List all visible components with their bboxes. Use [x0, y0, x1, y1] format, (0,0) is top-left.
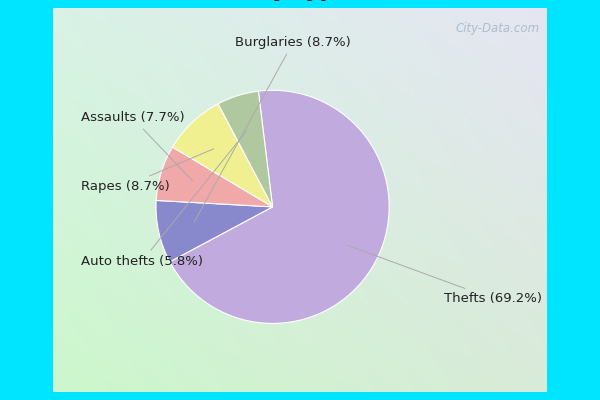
Wedge shape — [218, 91, 272, 207]
Text: Burglaries (8.7%): Burglaries (8.7%) — [194, 36, 351, 222]
Wedge shape — [172, 104, 272, 207]
Title: Crimes by type - 2016: Crimes by type - 2016 — [162, 0, 438, 1]
Text: Auto thefts (5.8%): Auto thefts (5.8%) — [80, 131, 247, 268]
Text: Thefts (69.2%): Thefts (69.2%) — [347, 246, 542, 305]
Wedge shape — [156, 200, 272, 262]
Text: City-Data.com: City-Data.com — [456, 22, 540, 35]
Wedge shape — [156, 147, 272, 207]
Wedge shape — [170, 90, 389, 324]
Text: Rapes (8.7%): Rapes (8.7%) — [80, 149, 214, 193]
Text: Assaults (7.7%): Assaults (7.7%) — [80, 111, 193, 181]
